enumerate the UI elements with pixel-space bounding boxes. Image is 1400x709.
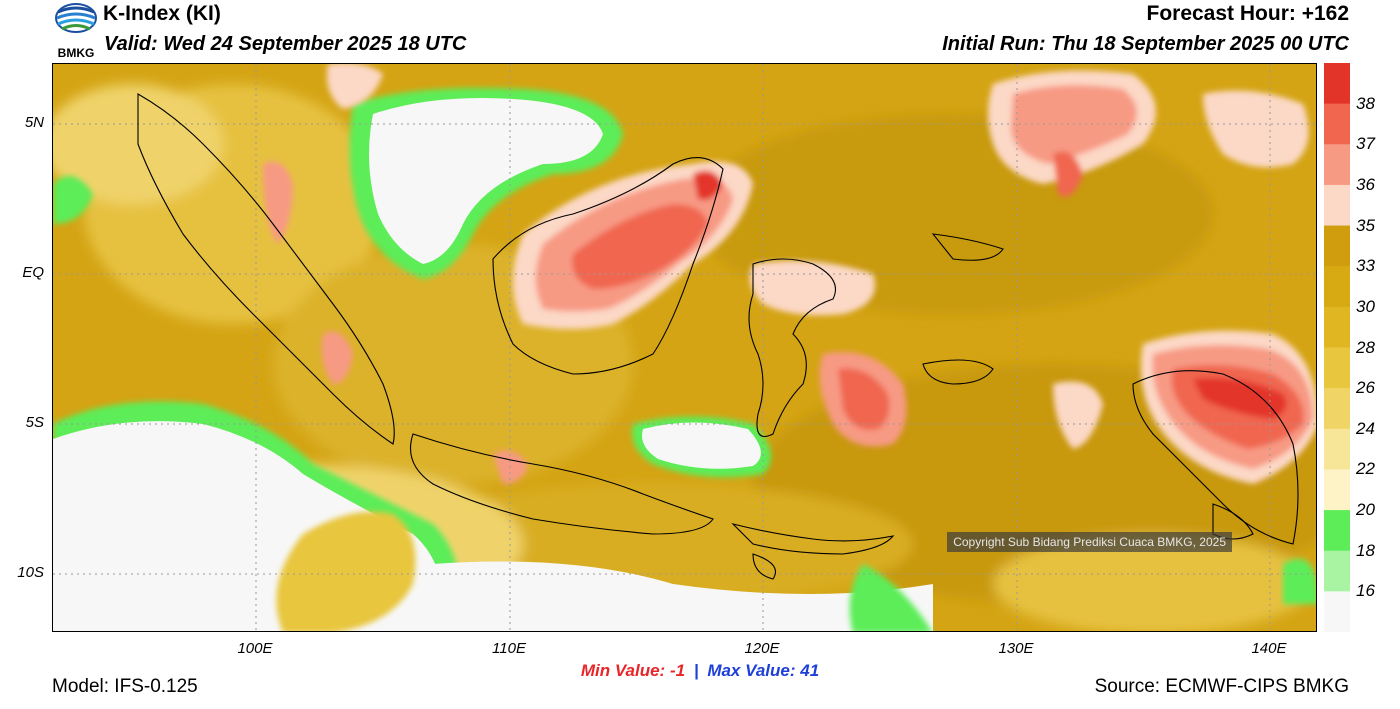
lon-label-110e: 110E — [492, 640, 526, 657]
colorbar-swatch — [1324, 550, 1350, 592]
min-value-label: Min Value: — [580, 661, 666, 680]
lon-label-100e: 100E — [237, 640, 273, 657]
min-value: -1 — [669, 661, 686, 680]
colorbar-swatch — [1324, 469, 1350, 511]
colorbar-swatch — [1324, 306, 1350, 348]
coastlines — [137, 93, 1299, 580]
colorbar-label: 35 — [1356, 215, 1375, 235]
colorbar-swatch — [1324, 103, 1350, 145]
lon-label-120e: 120E — [744, 640, 780, 657]
initial-run: Initial Run: Thu 18 September 2025 00 UT… — [942, 33, 1349, 55]
colorbar-label: 36 — [1356, 174, 1375, 194]
k-index-map: Copyright Sub Bidang Prediksi Cuaca BMKG… — [52, 63, 1317, 632]
colorbar-label: 22 — [1356, 459, 1375, 479]
colorbar-swatch — [1324, 347, 1350, 389]
colorbar-swatch — [1324, 266, 1350, 308]
lon-label-130e: 130E — [998, 640, 1034, 657]
lat-label-10s: 10S — [17, 564, 44, 581]
data-source: Source: ECMWF-CIPS BMKG — [1094, 676, 1349, 697]
colorbar-label: 20 — [1356, 500, 1375, 520]
lat-label-eq: EQ — [22, 264, 44, 281]
valid-time: Valid: Wed 24 September 2025 18 UTC — [104, 33, 467, 55]
colorbar-label: 16 — [1356, 581, 1375, 601]
colorbar-label: 33 — [1356, 256, 1375, 276]
colorbar-swatch — [1324, 388, 1350, 430]
colorbar-label: 26 — [1356, 378, 1375, 398]
colorbar-swatch — [1324, 591, 1350, 633]
bmkg-logo: BMKG — [52, 2, 100, 60]
colorbar-label: 30 — [1356, 296, 1375, 316]
low-ki-regions — [53, 88, 1316, 631]
colorbar-swatches — [1324, 63, 1350, 633]
colorbar-label: 28 — [1356, 337, 1375, 357]
forecast-hour: Forecast Hour: +162 — [1146, 2, 1350, 25]
copyright-notice: Copyright Sub Bidang Prediksi Cuaca BMKG… — [947, 532, 1232, 552]
colorbar-swatch — [1324, 144, 1350, 186]
colorbar-swatch — [1324, 184, 1350, 227]
colorbar-swatch — [1324, 225, 1350, 267]
colorbar — [1324, 63, 1350, 633]
value-separator: | — [693, 661, 699, 680]
svg-text:BMKG: BMKG — [58, 46, 95, 60]
lat-label-5s: 5S — [25, 414, 44, 431]
colorbar-label: 37 — [1356, 134, 1375, 154]
colorbar-label: 38 — [1356, 93, 1375, 113]
colorbar-label: 24 — [1356, 418, 1375, 438]
max-value: 41 — [800, 661, 820, 680]
colorbar-swatch — [1324, 63, 1350, 105]
min-max-values: Min Value: -1 | Max Value: 41 — [0, 661, 1400, 681]
lat-label-5n: 5N — [24, 114, 44, 131]
max-value-label: Max Value: — [707, 661, 796, 680]
lon-label-140e: 140E — [1251, 640, 1287, 657]
model-name: Model: IFS-0.125 — [52, 676, 198, 697]
colorbar-label: 18 — [1356, 540, 1375, 560]
colorbar-swatch — [1324, 510, 1350, 552]
chart-title: K-Index (KI) — [103, 2, 221, 25]
colorbar-swatch — [1324, 428, 1350, 470]
